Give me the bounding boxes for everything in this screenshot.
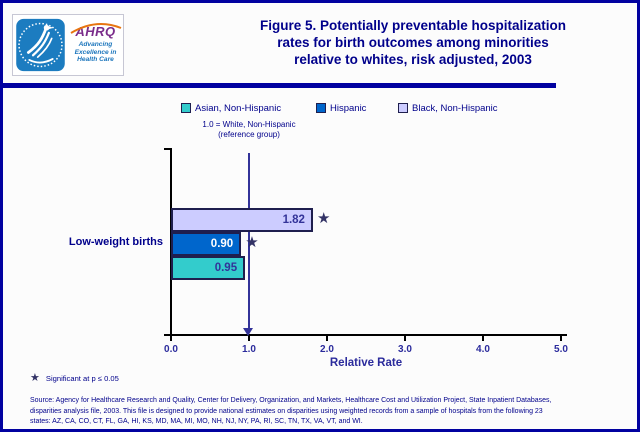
- reference-line: [248, 153, 250, 330]
- legend-swatch-hispanic: [316, 103, 326, 113]
- legend-label-asian: Asian, Non-Hispanic: [195, 102, 282, 114]
- x-axis-tick-label: 1.0: [242, 344, 256, 355]
- hhs-eagle-icon: [16, 18, 65, 72]
- bar-value-asian: 0.95: [214, 262, 238, 274]
- x-axis-tick: [170, 336, 172, 341]
- star-icon: ★: [30, 372, 40, 384]
- x-axis-tick: [326, 336, 328, 341]
- legend-item-asian: Asian, Non-Hispanic: [181, 101, 281, 115]
- y-axis-top-tick: [164, 148, 171, 150]
- x-axis-tick-label: 0.0: [164, 344, 178, 355]
- ahrq-tagline: Advancing Excellence in Health Care: [74, 41, 117, 64]
- x-axis-tick: [248, 336, 250, 341]
- reference-line-arrow-icon: [243, 328, 253, 336]
- x-axis-tick: [560, 336, 562, 341]
- x-axis-tick-label: 5.0: [554, 344, 568, 355]
- x-axis-tick-label: 2.0: [320, 344, 334, 355]
- ahrq-arc-icon: [70, 23, 122, 34]
- figure-title: Figure 5. Potentially preventable hospit…: [193, 17, 633, 68]
- significance-footnote: ★ Significant at p ≤ 0.05: [30, 372, 119, 384]
- x-axis-tick: [404, 336, 406, 341]
- bar-hispanic: 0.90: [171, 232, 242, 256]
- legend-item-black: Black, Non-Hispanic: [398, 101, 498, 115]
- bar-black-non-hispanic: 1.82: [171, 208, 313, 232]
- reference-label: 1.0 = White, Non-Hispanic (reference gro…: [202, 120, 296, 139]
- legend-item-hispanic: Hispanic: [316, 101, 366, 115]
- x-axis: [164, 334, 567, 336]
- legend-label-hispanic: Hispanic: [330, 102, 367, 114]
- legend-swatch-black: [398, 103, 408, 113]
- significance-star-icon: ★: [245, 234, 259, 251]
- hhs-logo: [13, 15, 68, 75]
- x-axis-tick: [482, 336, 484, 341]
- ahrq-wordmark: AHRQ: [75, 24, 116, 39]
- bar-asian-non-hispanic: 0.95: [171, 256, 246, 280]
- figure-title-line2: rates for birth outcomes among minoritie…: [277, 35, 549, 50]
- legend-swatch-asian: [181, 103, 191, 113]
- category-label: Low-weight births: [68, 236, 163, 248]
- x-axis-tick-label: 4.0: [476, 344, 490, 355]
- figure-title-line3: relative to whites, risk adjusted, 2003: [294, 52, 532, 67]
- ahrq-logo: AHRQ Advancing Excellence in Health Care: [68, 15, 123, 75]
- bar-value-hispanic: 0.90: [210, 238, 234, 250]
- x-axis-tick-label: 3.0: [398, 344, 412, 355]
- bar-value-black: 1.82: [282, 214, 305, 226]
- source-note: Source: Agency for Healthcare Research a…: [30, 397, 552, 425]
- significance-star-icon: ★: [316, 210, 331, 227]
- figure-title-line1: Figure 5. Potentially preventable hospit…: [259, 18, 567, 33]
- ahrq-hhs-logo: AHRQ Advancing Excellence in Health Care: [12, 14, 124, 76]
- x-axis-title: Relative Rate: [329, 357, 403, 369]
- header-divider: [3, 83, 556, 88]
- legend-label-black: Black, Non-Hispanic: [412, 102, 498, 114]
